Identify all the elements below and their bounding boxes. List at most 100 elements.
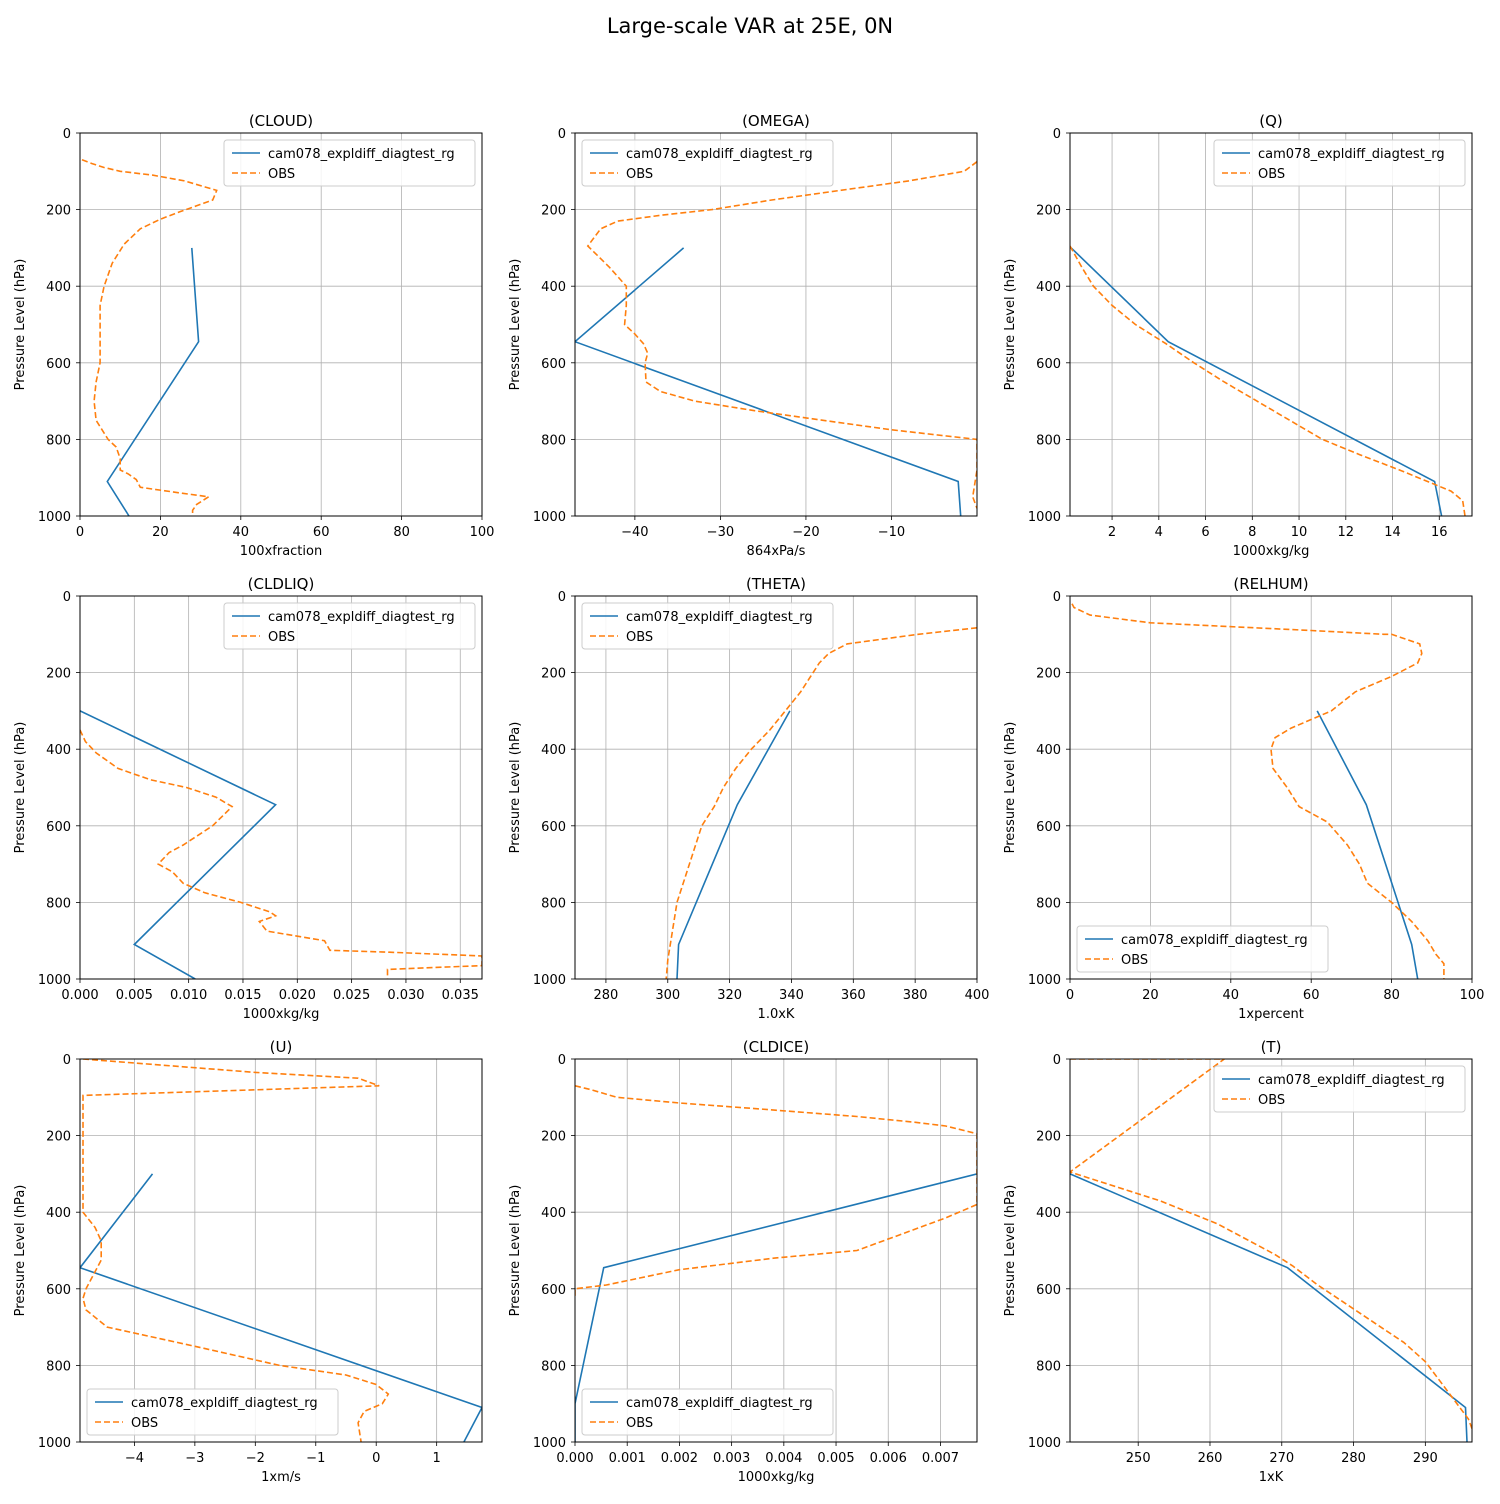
y-tick-label: 0 (558, 1053, 566, 1068)
legend: cam078_expldiff_diagtest_rg OBS (581, 1388, 834, 1436)
y-tick-label: 800 (541, 433, 566, 448)
y-tick-label: 400 (541, 743, 566, 758)
x-axis-label: 1xm/s (261, 1470, 301, 1485)
legend-obs-label: OBS (131, 1416, 158, 1431)
subplot-title: (RELHUM) (1233, 575, 1308, 593)
model-series-line (80, 1173, 482, 1442)
x-tick-label: 280 (594, 988, 619, 1003)
x-tick-label: 360 (841, 988, 866, 1003)
subplot-title: (CLDICE) (743, 1038, 809, 1056)
x-tick-label: 0.005 (817, 1451, 854, 1466)
y-tick-label: 400 (46, 280, 71, 295)
x-tick-label: 0.002 (661, 1451, 698, 1466)
x-tick-label: 0.001 (609, 1451, 646, 1466)
x-tick-label: 280 (1341, 1451, 1366, 1466)
y-tick-label: 0 (1053, 127, 1061, 142)
x-tick-label: 14 (1384, 525, 1401, 540)
y-tick-label: 200 (541, 667, 566, 682)
y-tick-label: 800 (1036, 433, 1061, 448)
y-tick-label: 400 (46, 743, 71, 758)
legend-obs-label: OBS (626, 630, 653, 645)
x-tick-label: 4 (1155, 525, 1163, 540)
axes-frame (79, 1058, 483, 1443)
plot-area (80, 133, 482, 516)
x-tick-label: 0.010 (170, 988, 207, 1003)
legend-model-label: cam078_expldiff_diagtest_rg (131, 1396, 318, 1411)
y-axis-label: Pressure Level (hPa) (1003, 722, 1018, 854)
obs-series-line (1070, 1059, 1472, 1429)
legend-obs-label: OBS (626, 167, 653, 182)
axes-frame (79, 132, 483, 517)
legend-box (581, 139, 834, 187)
y-tick-label: 600 (541, 820, 566, 835)
legend-box (223, 139, 476, 187)
legend-obs-label: OBS (268, 167, 295, 182)
x-tick-label: 0.000 (61, 988, 98, 1003)
y-axis-label: Pressure Level (hPa) (13, 259, 28, 391)
x-tick-label: 340 (779, 988, 804, 1003)
x-tick-label: 10 (1291, 525, 1308, 540)
y-tick-label: 200 (46, 667, 71, 682)
y-tick-label: 800 (46, 433, 71, 448)
y-tick-label: 800 (1036, 896, 1061, 911)
y-tick-label: 400 (541, 280, 566, 295)
legend-box (86, 1388, 339, 1436)
x-axis-label: 1xK (1259, 1470, 1284, 1485)
plot-area (80, 596, 482, 979)
x-tick-label: 290 (1413, 1451, 1438, 1466)
subplot-1: 0 20 40 60 80 10002004006008001000(CLOUD)100x… (13, 112, 494, 559)
y-tick-label: 200 (46, 204, 71, 219)
legend-box (1213, 1065, 1466, 1113)
x-tick-label: 0.004 (765, 1451, 802, 1466)
legend: cam078_expldiff_diagtest_rg OBS (223, 139, 476, 187)
subplot-2: −40 −30 −20 −10 0 200 400 600 800 1000 (OMEGA) 864x… (508, 112, 978, 559)
y-tick-label: 0 (63, 127, 71, 142)
subplot-4: 0.000 0.005 0.010 0.015 0.020 0.025 0.030 0.035… (13, 575, 483, 1022)
x-tick-label: 0.030 (387, 988, 424, 1003)
legend-obs-label: OBS (1121, 953, 1148, 968)
model-series-line (106, 247, 200, 516)
subplot-title: (U) (270, 1038, 293, 1056)
x-tick-label: 270 (1269, 1451, 1294, 1466)
legend: cam078_expldiff_diagtest_rg OBS (581, 139, 834, 187)
legend-model-label: cam078_expldiff_diagtest_rg (268, 147, 455, 162)
obs-series-line (1070, 245, 1466, 516)
model-series-line (1316, 710, 1419, 979)
y-tick-label: 200 (46, 1130, 71, 1145)
model-series-line (676, 710, 791, 979)
subplot-title: (Q) (1259, 112, 1283, 130)
y-tick-label: 1000 (533, 1436, 566, 1451)
legend-model-label: cam078_expldiff_diagtest_rg (626, 1396, 813, 1411)
x-axis-label: 1000xkg/kg (243, 1007, 320, 1022)
y-tick-label: 0 (558, 590, 566, 605)
x-tick-label: 380 (903, 988, 928, 1003)
axes-frame (574, 595, 978, 980)
legend-box (223, 602, 476, 650)
model-series-line (1070, 247, 1443, 516)
y-axis-label: Pressure Level (hPa) (508, 1185, 523, 1317)
y-tick-label: 600 (1036, 1283, 1061, 1298)
model-series-line (575, 247, 962, 516)
obs-series-line (81, 159, 218, 516)
subplot-7: −4 −3 −2 −1 0 1 0 200 400 600 800 1000 (U) 1xm/s Press… (13, 1038, 483, 1485)
y-tick-label: 1000 (533, 510, 566, 525)
legend-obs-label: OBS (626, 1416, 653, 1431)
legend: cam078_expldiff_diagtest_rg OBS (1213, 1065, 1466, 1113)
y-axis-label: Pressure Level (hPa) (13, 1185, 28, 1317)
legend: cam078_expldiff_diagtest_rg OBS (581, 602, 834, 650)
x-axis-label: 1.0xK (758, 1007, 795, 1022)
y-tick-label: 200 (541, 1130, 566, 1145)
legend-model-label: cam078_expldiff_diagtest_rg (1121, 933, 1308, 948)
x-tick-label: 320 (717, 988, 742, 1003)
legend-model-label: cam078_expldiff_diagtest_rg (626, 147, 813, 162)
legend-model-label: cam078_expldiff_diagtest_rg (626, 610, 813, 625)
plot-area (575, 596, 977, 979)
x-tick-label: −40 (621, 525, 648, 540)
y-tick-label: 400 (541, 1206, 566, 1221)
subplot-title: (CLOUD) (249, 112, 313, 130)
y-tick-label: 800 (541, 896, 566, 911)
x-tick-label: 20 (152, 525, 169, 540)
x-tick-label: 300 (655, 988, 680, 1003)
